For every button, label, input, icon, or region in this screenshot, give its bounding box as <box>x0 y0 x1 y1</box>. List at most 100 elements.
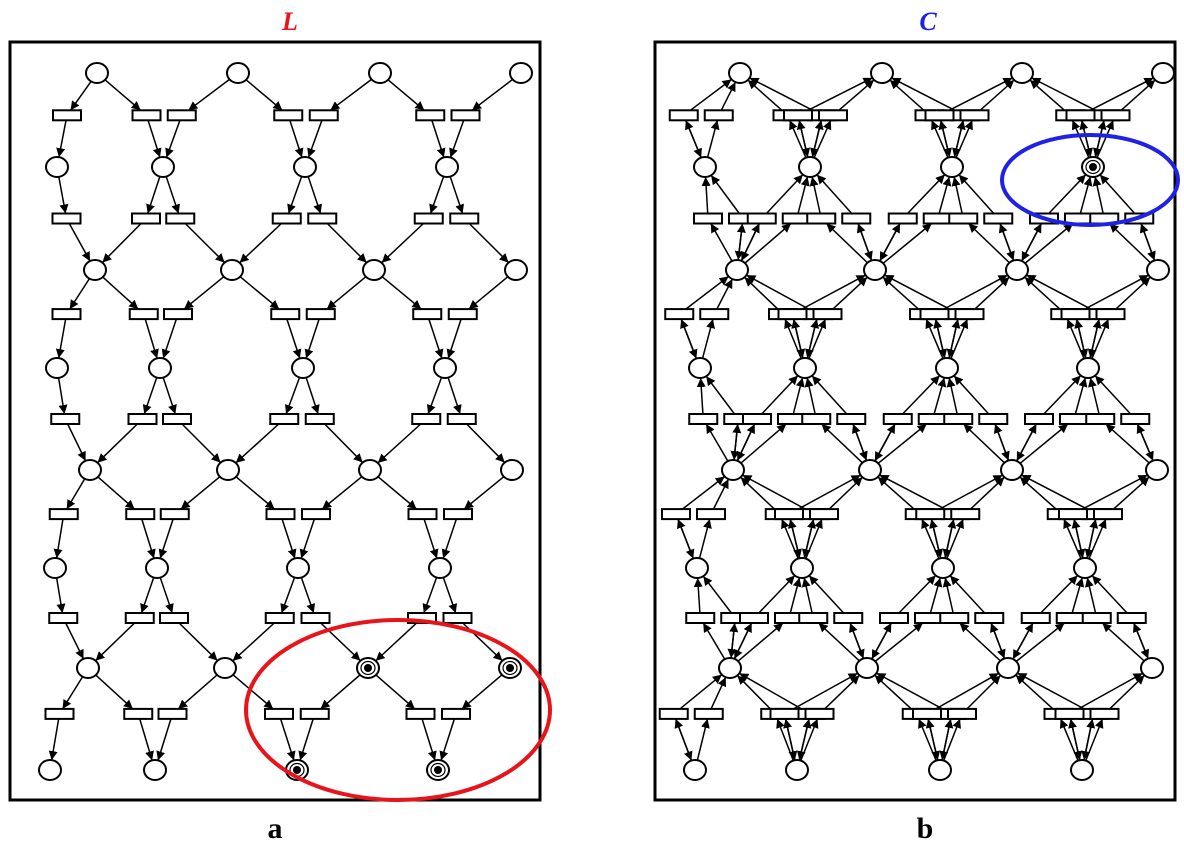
transition <box>1095 308 1126 321</box>
arc <box>102 276 139 310</box>
arc <box>698 518 712 559</box>
arc <box>178 622 219 662</box>
arc <box>952 120 965 158</box>
arc <box>740 476 775 510</box>
transition <box>1020 612 1051 624</box>
arc <box>749 77 814 111</box>
arc <box>951 176 963 214</box>
arc <box>677 518 695 559</box>
token <box>1089 163 1097 171</box>
arc <box>800 718 819 761</box>
arc <box>1081 718 1094 761</box>
arc <box>1084 518 1097 559</box>
arc <box>426 377 443 415</box>
arc <box>761 375 799 415</box>
transition <box>948 212 979 225</box>
place <box>685 557 709 579</box>
arc <box>377 476 418 510</box>
place <box>504 259 528 281</box>
arc <box>898 574 937 614</box>
arc <box>710 174 740 214</box>
arc <box>807 77 873 111</box>
arc <box>101 222 142 264</box>
arc <box>882 276 919 310</box>
arc <box>1136 423 1154 461</box>
arc <box>706 120 720 158</box>
place <box>83 259 107 281</box>
transition <box>52 109 82 122</box>
highlight-ellipse <box>244 618 552 802</box>
arc <box>463 476 505 510</box>
arc <box>696 377 706 415</box>
arc <box>232 622 275 662</box>
arc <box>326 276 367 310</box>
place <box>293 156 317 178</box>
arc <box>447 377 462 415</box>
arc <box>710 676 727 710</box>
arc <box>877 476 915 510</box>
arc <box>825 222 868 264</box>
transition <box>887 212 918 225</box>
transition <box>48 508 79 521</box>
arc <box>955 120 974 159</box>
transition <box>299 707 330 720</box>
arc <box>948 77 1013 111</box>
panel-frame <box>653 40 1177 802</box>
arc <box>816 174 853 215</box>
arc <box>69 278 91 310</box>
place <box>1151 62 1175 84</box>
transition <box>950 508 981 521</box>
place <box>1140 657 1164 679</box>
arc <box>674 718 693 761</box>
arc <box>279 718 296 761</box>
arc <box>805 518 823 559</box>
transition <box>307 212 338 225</box>
arc <box>879 223 901 262</box>
place <box>45 156 69 178</box>
arc <box>701 318 715 359</box>
arc <box>744 222 792 264</box>
transition <box>696 508 726 521</box>
arc <box>929 577 943 614</box>
transition <box>449 212 480 225</box>
place <box>693 156 717 178</box>
transition <box>441 707 471 720</box>
place <box>362 259 386 281</box>
transition <box>882 413 913 425</box>
place <box>940 156 964 178</box>
transition <box>304 413 335 425</box>
arc <box>1082 474 1148 510</box>
arc <box>1109 674 1145 710</box>
arc <box>1031 77 1096 111</box>
arc <box>422 577 438 614</box>
arc <box>742 474 806 510</box>
transition <box>162 413 192 425</box>
place <box>145 557 169 579</box>
arc <box>299 518 316 559</box>
arc <box>377 423 422 464</box>
transition <box>264 707 294 720</box>
arc <box>68 223 91 262</box>
transition <box>1100 109 1131 122</box>
arc <box>235 423 280 464</box>
arc <box>1108 222 1151 264</box>
arc <box>156 718 172 761</box>
arc <box>1088 377 1100 415</box>
transition <box>924 109 955 122</box>
arc <box>232 674 274 710</box>
arc <box>796 718 810 761</box>
arc <box>1091 318 1110 359</box>
place <box>143 759 167 781</box>
arc <box>685 275 730 310</box>
arc <box>146 176 161 214</box>
arc <box>95 674 134 710</box>
arc <box>423 518 439 559</box>
arc <box>421 718 437 761</box>
arc <box>789 577 802 614</box>
arc <box>792 377 805 415</box>
arc <box>802 518 815 559</box>
arc <box>381 276 422 310</box>
transition <box>1059 413 1089 425</box>
transition <box>269 413 300 425</box>
arc <box>184 222 226 264</box>
